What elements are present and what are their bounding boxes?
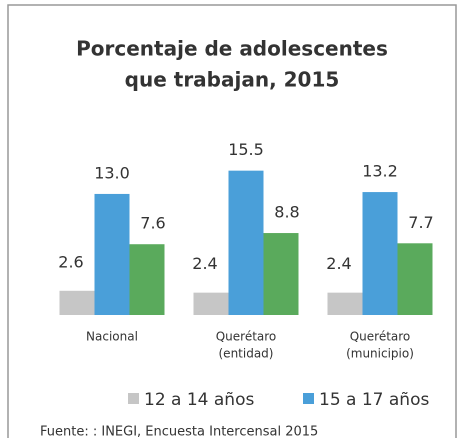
x-tick-label: (municipio) <box>346 347 414 361</box>
chart-title: Porcentaje de adolescentes <box>76 37 388 61</box>
value-label: 7.6 <box>140 214 165 233</box>
x-tick-label: (entidad) <box>219 347 274 361</box>
legend-label: 15 a 17 años <box>319 390 429 410</box>
bar <box>94 193 130 315</box>
source: Fuente: : INEGI, Encuesta Intercensal 20… <box>40 425 318 438</box>
legend-label: 12 a 14 años <box>144 390 254 410</box>
value-label: 8.8 <box>274 203 299 222</box>
value-label: 15.5 <box>228 140 264 159</box>
bar <box>193 292 229 315</box>
value-label: 7.7 <box>408 213 433 232</box>
legend-marker <box>128 393 139 404</box>
bar <box>263 233 299 315</box>
value-label: 2.4 <box>326 254 351 273</box>
value-label: 13.2 <box>362 162 398 181</box>
value-label: 2.6 <box>58 252 83 271</box>
x-tick-label: Querétaro <box>216 330 277 344</box>
value-label: 13.0 <box>94 163 130 182</box>
bar <box>327 292 363 315</box>
bar <box>59 290 95 315</box>
chart-title: que trabajan, 2015 <box>125 68 340 92</box>
legend-marker <box>303 393 314 404</box>
bar <box>129 244 165 315</box>
bar <box>228 170 264 315</box>
x-tick-label: Querétaro <box>350 330 411 344</box>
value-label: 2.4 <box>192 254 217 273</box>
bar <box>362 192 398 315</box>
bar <box>397 243 433 315</box>
x-tick-label: Nacional <box>86 330 138 344</box>
